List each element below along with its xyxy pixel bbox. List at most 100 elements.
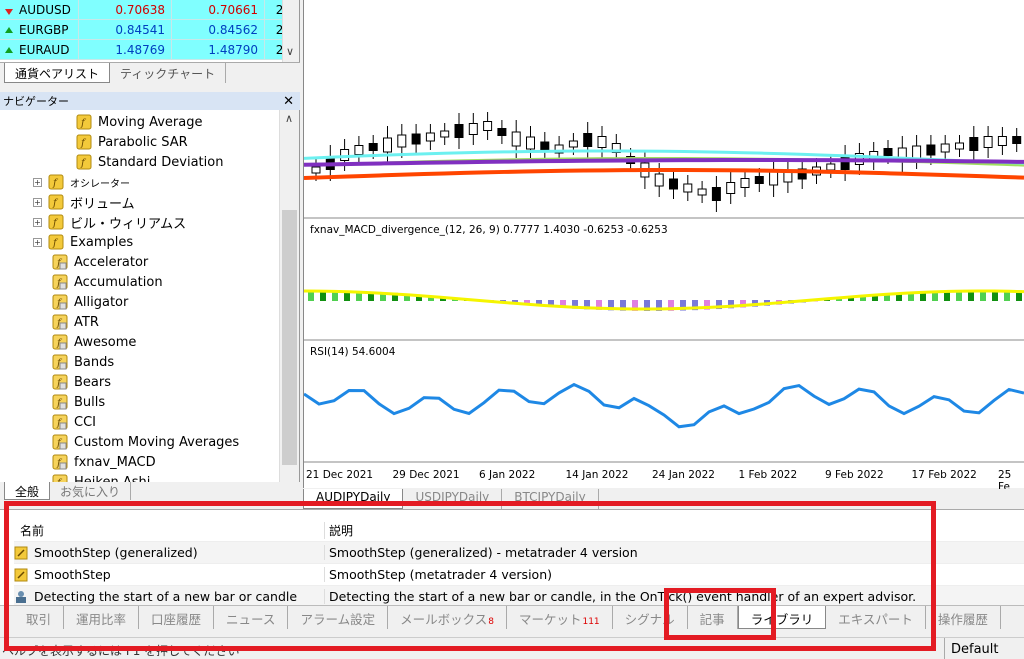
svg-text:f: f: [52, 218, 59, 229]
expand-icon[interactable]: +: [33, 217, 42, 227]
tab-terminal[interactable]: 記事: [688, 606, 738, 629]
tab-label: ニュース: [226, 612, 276, 627]
tab-tick-chart[interactable]: ティックチャート: [110, 63, 227, 83]
library-panel: 名前 説明 SmoothStep (generalized) SmoothSte…: [0, 509, 1024, 607]
navigator-item[interactable]: f Accelerator: [52, 252, 148, 272]
tab-terminal[interactable]: エキスパート: [826, 606, 926, 629]
tab-terminal[interactable]: 操作履歴: [926, 606, 1001, 629]
svg-text:f: f: [52, 178, 59, 189]
expand-icon[interactable]: +: [33, 197, 42, 207]
navigator-item[interactable]: f Bands: [52, 352, 114, 372]
tab-terminal[interactable]: ニュース: [214, 606, 289, 629]
column-name[interactable]: 名前: [20, 523, 45, 538]
macd-bar: [704, 300, 710, 310]
tab-usdjpy[interactable]: USDJPYDaily: [403, 489, 503, 509]
splitter[interactable]: [300, 0, 303, 505]
navigator-scrollbar[interactable]: ∧: [279, 110, 299, 482]
navigator-item[interactable]: + f ボリューム: [33, 192, 135, 212]
candle: [383, 137, 392, 153]
svg-text:f: f: [52, 238, 59, 249]
tab-terminal[interactable]: マーケット111: [507, 606, 613, 629]
tab-label: 運用比率: [76, 612, 127, 627]
chevron-down-icon[interactable]: ∨: [286, 45, 295, 58]
tab-terminal[interactable]: メールボックス8: [388, 606, 507, 629]
tab-audjpy[interactable]: AUDJPYDaily: [303, 489, 404, 509]
market-row[interactable]: EURGBP 0.84541 0.84562 21: [0, 20, 299, 40]
candle: [740, 178, 750, 188]
close-icon[interactable]: ✕: [283, 93, 294, 109]
candle: [511, 131, 521, 147]
navigator-item[interactable]: f Moving Average: [76, 112, 202, 132]
navigator-item[interactable]: f Custom Moving Averages: [52, 432, 239, 452]
navigator-item[interactable]: f fxnav_MACD: [52, 452, 156, 472]
arrow-up-icon: [4, 25, 14, 35]
tab-terminal[interactable]: 口座履歴: [139, 606, 215, 629]
navigator-item[interactable]: f CCI: [52, 412, 96, 432]
navigator-item[interactable]: f Accumulation: [52, 272, 163, 292]
tab-terminal[interactable]: 取引: [14, 606, 65, 629]
navigator-item[interactable]: f Standard Deviation: [76, 152, 223, 172]
macd-bar: [536, 300, 542, 307]
price-chart[interactable]: [304, 0, 1024, 488]
scrollbar-thumb[interactable]: [282, 210, 297, 465]
candle: [454, 124, 464, 138]
navigator-item[interactable]: + f Examples: [33, 232, 133, 252]
navigator-item[interactable]: f Alligator: [52, 292, 128, 312]
expand-icon[interactable]: +: [33, 237, 42, 247]
macd-bar: [416, 294, 422, 301]
symbol: AUDUSD: [19, 2, 71, 17]
navigator-item[interactable]: + f ビル・ウィリアムス: [33, 212, 186, 232]
candle: [354, 145, 364, 155]
chevron-up-icon[interactable]: ∧: [285, 112, 294, 125]
navigator-item[interactable]: f Parabolic SAR: [76, 132, 188, 152]
tab-symbols[interactable]: 通貨ペアリスト: [4, 63, 111, 83]
macd-bar: [608, 300, 614, 311]
tab-general[interactable]: 全般: [4, 482, 51, 500]
candle: [826, 163, 836, 171]
candle: [983, 136, 993, 148]
market-row[interactable]: EURAUD 1.48769 1.48790 21: [0, 40, 299, 60]
navigator-item[interactable]: f Bears: [52, 372, 111, 392]
tab-btcjpy[interactable]: BTCJPYDaily: [502, 489, 599, 509]
date-tick-label: 14 Jan 2022: [565, 469, 629, 481]
date-tick-label: 29 Dec 2021: [392, 469, 460, 481]
navigator-item-label: Parabolic SAR: [98, 134, 188, 150]
candle: [440, 130, 450, 138]
macd-bar: [524, 300, 530, 306]
library-row[interactable]: SmoothStep (generalized) SmoothStep (gen…: [14, 541, 1024, 563]
tab-terminal[interactable]: アラーム設定: [288, 606, 389, 629]
market-watch: AUDUSD 0.70638 0.70661 23 EURGBP 0.84541…: [0, 0, 300, 62]
profile-name[interactable]: Default: [944, 638, 1005, 659]
custom-indicator-icon: f: [52, 314, 68, 330]
tab-terminal[interactable]: シグナル: [613, 606, 688, 629]
navigator-item[interactable]: f Heiken Ashi: [52, 472, 150, 482]
indicator-icon: f: [48, 214, 64, 230]
navigator-item[interactable]: f Awesome: [52, 332, 136, 352]
date-tick-label: 17 Feb 2022: [911, 469, 977, 481]
expand-icon[interactable]: +: [33, 177, 42, 187]
ma-line: [304, 158, 1024, 167]
market-row[interactable]: AUDUSD 0.70638 0.70661 23: [0, 0, 299, 20]
tab-badge: 111: [582, 617, 600, 627]
library-row[interactable]: Detecting the start of a new bar or cand…: [14, 585, 1024, 607]
market-scrollbar[interactable]: ∨: [282, 0, 299, 62]
navigator-item[interactable]: f ATR: [52, 312, 99, 332]
chart-window[interactable]: fxnav_MACD_divergence_(12, 26, 9) 0.7777…: [303, 0, 1024, 493]
column-description[interactable]: 説明: [324, 521, 1024, 539]
tab-favorites[interactable]: お気に入り: [50, 482, 132, 500]
candle: [726, 182, 736, 194]
library-row[interactable]: SmoothStep SmoothStep (metatrader 4 vers…: [14, 563, 1024, 585]
tab-badge: 8: [488, 617, 494, 627]
macd-bar: [344, 290, 350, 301]
custom-indicator-icon: f: [52, 374, 68, 390]
navigator-item-label: ビル・ウィリアムス: [70, 216, 187, 232]
tab-terminal[interactable]: 運用比率: [64, 606, 140, 629]
tab-terminal[interactable]: ライブラリ: [737, 606, 827, 629]
expert-icon: [14, 590, 28, 604]
navigator-item[interactable]: f Bulls: [52, 392, 105, 412]
navigator-item[interactable]: + f オシレーター: [33, 172, 130, 192]
macd-bar: [560, 300, 566, 308]
candle: [683, 183, 693, 193]
navigator-item-label: ATR: [74, 314, 99, 330]
custom-indicator-icon: f: [52, 454, 68, 470]
